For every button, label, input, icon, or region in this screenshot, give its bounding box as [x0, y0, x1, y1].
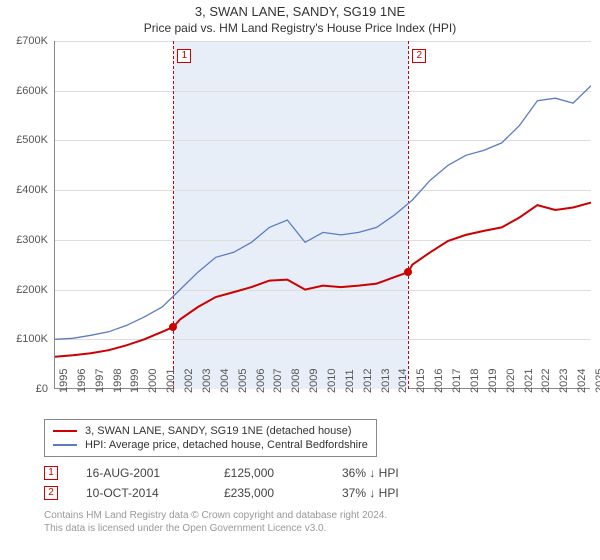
y-tick-label: £500K: [0, 134, 48, 146]
transaction-marker: 1: [44, 466, 58, 480]
transaction-price: £125,000: [224, 466, 314, 480]
chart-area: 12 £0£100K£200K£300K£400K£500K£600K£700K…: [0, 41, 600, 413]
x-tick-label: 2023: [558, 369, 570, 393]
footer-line-2: This data is licensed under the Open Gov…: [44, 522, 600, 535]
y-tick-label: £0: [0, 383, 48, 395]
y-tick-label: £100K: [0, 333, 48, 345]
x-tick-label: 2002: [183, 369, 195, 393]
x-tick-label: 2003: [201, 369, 213, 393]
x-tick-label: 2020: [505, 369, 517, 393]
transaction-diff: 37% ↓ HPI: [342, 486, 399, 500]
transaction-diff: 36% ↓ HPI: [342, 466, 399, 480]
transaction-row: 1 16-AUG-2001 £125,000 36% ↓ HPI: [44, 463, 600, 483]
transactions-table: 1 16-AUG-2001 £125,000 36% ↓ HPI 2 10-OCT-201…: [44, 463, 600, 503]
x-tick-label: 2012: [362, 369, 374, 393]
x-tick-label: 2021: [523, 369, 535, 393]
series-price_paid: [55, 203, 591, 357]
chart-title: 3, SWAN LANE, SANDY, SG19 1NE: [0, 0, 600, 19]
x-tick-label: 1999: [129, 369, 141, 393]
legend-swatch: [53, 444, 77, 446]
y-tick-label: £200K: [0, 284, 48, 296]
plot: 12: [54, 41, 590, 389]
y-tick-label: £400K: [0, 184, 48, 196]
footer-line-1: Contains HM Land Registry data © Crown c…: [44, 509, 600, 522]
transaction-row: 2 10-OCT-2014 £235,000 37% ↓ HPI: [44, 483, 600, 503]
x-tick-label: 2016: [433, 369, 445, 393]
legend-item: HPI: Average price, detached house, Cent…: [53, 438, 368, 452]
transaction-date: 10-OCT-2014: [86, 486, 196, 500]
x-tick-label: 2010: [326, 369, 338, 393]
x-tick-label: 2015: [415, 369, 427, 393]
x-tick-label: 2022: [540, 369, 552, 393]
x-tick-label: 2019: [487, 369, 499, 393]
x-tick-label: 2011: [344, 369, 356, 393]
chart-subtitle: Price paid vs. HM Land Registry's House …: [0, 19, 600, 41]
x-tick-label: 2009: [308, 369, 320, 393]
x-tick-label: 2013: [380, 369, 392, 393]
x-tick-label: 2014: [397, 369, 409, 393]
y-tick-label: £600K: [0, 85, 48, 97]
x-tick-label: 2008: [290, 369, 302, 393]
legend-label: HPI: Average price, detached house, Cent…: [85, 439, 368, 451]
x-tick-label: 2007: [272, 369, 284, 393]
x-tick-label: 2001: [165, 369, 177, 393]
legend: 3, SWAN LANE, SANDY, SG19 1NE (detached …: [44, 419, 377, 457]
x-tick-label: 2000: [147, 369, 159, 393]
y-tick-label: £700K: [0, 35, 48, 47]
transaction-marker: 2: [44, 486, 58, 500]
x-tick-label: 1998: [112, 369, 124, 393]
transaction-price: £235,000: [224, 486, 314, 500]
x-tick-label: 2005: [237, 369, 249, 393]
plot-svg: [55, 41, 591, 389]
legend-label: 3, SWAN LANE, SANDY, SG19 1NE (detached …: [85, 425, 352, 437]
x-tick-label: 2006: [255, 369, 267, 393]
y-tick-label: £300K: [0, 234, 48, 246]
x-tick-label: 1997: [94, 369, 106, 393]
legend-item: 3, SWAN LANE, SANDY, SG19 1NE (detached …: [53, 424, 368, 438]
footer-attribution: Contains HM Land Registry data © Crown c…: [44, 509, 600, 535]
x-tick-label: 2018: [469, 369, 481, 393]
x-tick-label: 2017: [451, 369, 463, 393]
x-tick-label: 1996: [76, 369, 88, 393]
x-tick-label: 2004: [219, 369, 231, 393]
x-tick-label: 2025: [594, 369, 600, 393]
legend-swatch: [53, 430, 77, 432]
series-hpi: [55, 86, 591, 340]
x-tick-label: 1995: [58, 369, 70, 393]
x-tick-label: 2024: [576, 369, 588, 393]
transaction-date: 16-AUG-2001: [86, 466, 196, 480]
